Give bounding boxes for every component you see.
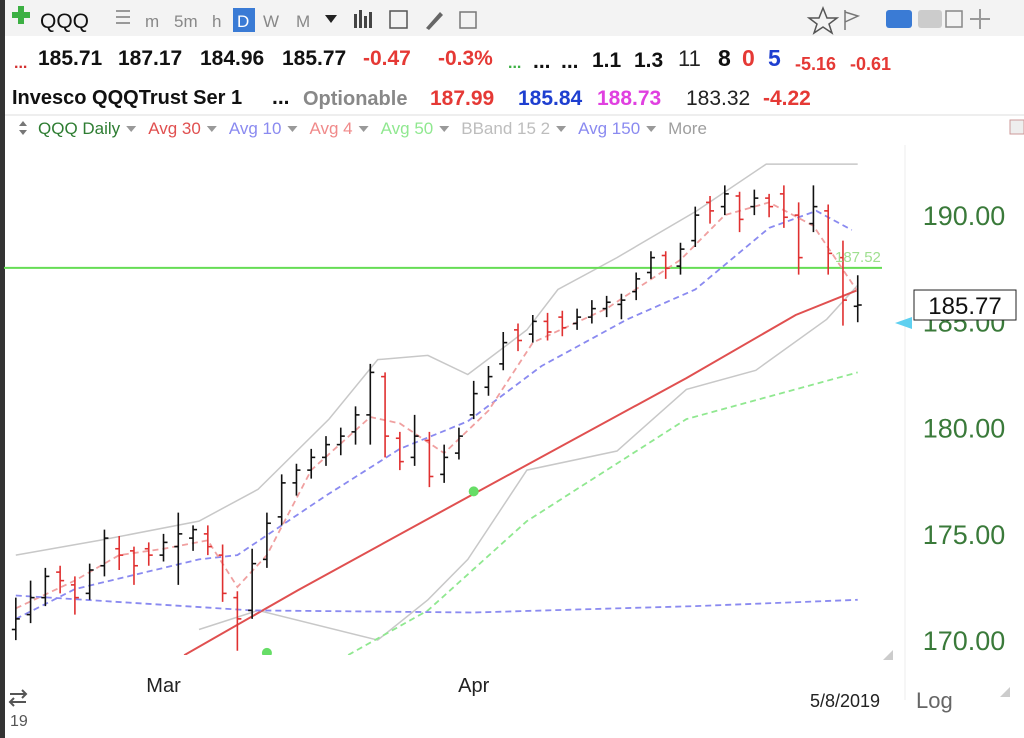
corner-label: 19 [10, 713, 28, 730]
legend-item[interactable]: Avg 10 [229, 119, 282, 138]
moving-average [183, 289, 859, 655]
resize-grip[interactable] [1000, 687, 1010, 697]
bollinger-band [198, 284, 859, 641]
field: 5 [768, 45, 781, 71]
legend-item[interactable]: Avg 30 [148, 119, 201, 138]
star-icon[interactable] [806, 5, 840, 35]
bollinger-band [15, 163, 858, 556]
y-tick-label: 180.00 [923, 414, 1006, 444]
change: -0.47 [363, 47, 411, 70]
info-value: 187.99 [430, 87, 494, 110]
symbol[interactable]: QQQ [40, 10, 89, 33]
info-value: 185.84 [518, 87, 583, 110]
interval[interactable]: D [237, 12, 249, 31]
legend-item[interactable]: QQQ Daily [38, 119, 121, 138]
field: 1.3 [634, 49, 663, 72]
rt-icon[interactable] [862, 10, 882, 28]
low: 184.96 [200, 47, 264, 70]
legend-item[interactable]: More [668, 119, 707, 138]
signal-dot [261, 647, 272, 655]
legend-handle[interactable] [19, 121, 27, 135]
s-button[interactable] [886, 10, 912, 28]
field: 0 [742, 45, 755, 71]
optionable: Optionable [303, 88, 407, 110]
price-label: 185.77 [928, 293, 1001, 320]
field: 11 [678, 46, 701, 71]
price-box [913, 289, 1017, 321]
interval[interactable]: h [212, 12, 221, 31]
legend-dropdown[interactable] [287, 126, 298, 132]
x-tick-label: Apr [458, 675, 489, 697]
last: 185.77 [282, 47, 346, 70]
legend-dropdown[interactable] [646, 126, 657, 132]
marker: ... [508, 55, 521, 72]
t-button[interactable] [918, 10, 942, 28]
security-name: Invesco QQQTrust Ser 1 [12, 87, 242, 109]
moving-average [15, 209, 853, 620]
interval[interactable]: 5m [174, 12, 198, 31]
high: 187.17 [118, 47, 182, 70]
x-tick-label: Mar [146, 675, 181, 697]
y-tick-label: 170.00 [923, 626, 1006, 656]
dropdown[interactable] [325, 15, 337, 23]
legend-dropdown[interactable] [126, 126, 137, 132]
change-pct: -0.3% [438, 47, 493, 70]
marker: ... [14, 55, 27, 72]
corner-icon[interactable] [1009, 119, 1024, 135]
interval[interactable]: M [296, 12, 310, 31]
sync-icon[interactable] [8, 689, 28, 707]
draw-icon[interactable] [426, 12, 443, 30]
horizontal-line-label: 187.52 [835, 249, 881, 266]
note-icon[interactable] [459, 11, 477, 29]
dots: ... [272, 86, 290, 109]
add-button[interactable] [12, 6, 30, 24]
list-icon[interactable] [116, 10, 130, 24]
field: 1.1 [592, 49, 622, 72]
signal-dot [468, 486, 479, 497]
legend-dropdown[interactable] [358, 126, 369, 132]
y-tick-label: 175.00 [923, 520, 1006, 550]
legend: QQQ Daily Avg 30 Avg 10 Avg 4 Avg 50 BBand 15… [38, 119, 707, 138]
info-value: -4.22 [763, 87, 811, 110]
marker: ... [533, 50, 551, 73]
moving-average [15, 594, 858, 614]
info-value: 183.32 [686, 87, 750, 110]
price-pointer [895, 317, 912, 329]
left-border [0, 0, 5, 738]
save-icon[interactable] [945, 10, 963, 28]
scale-toggle[interactable]: Log [916, 688, 953, 713]
legend-item[interactable]: BBand 15 2 [461, 119, 550, 138]
extra: -0.61 [850, 54, 891, 74]
date-label: 5/8/2019 [810, 691, 880, 711]
marker: ... [561, 50, 579, 73]
legend-dropdown[interactable] [206, 126, 217, 132]
legend-item[interactable]: Avg 150 [578, 119, 640, 138]
legend-dropdown[interactable] [556, 126, 567, 132]
y-tick-label: 190.00 [923, 201, 1006, 231]
resize-grip[interactable] [883, 650, 893, 660]
extra: -5.16 [795, 54, 836, 74]
series [4, 163, 882, 655]
legend-dropdown[interactable] [439, 126, 450, 132]
grid-icon[interactable] [389, 10, 408, 29]
legend-item[interactable]: Avg 50 [381, 119, 434, 138]
info-value: 188.73 [597, 87, 661, 110]
legend-item[interactable]: Avg 4 [309, 119, 352, 138]
flag-icon[interactable] [844, 10, 861, 30]
interval[interactable]: m [145, 12, 159, 31]
interval-selected [233, 8, 255, 32]
open: 185.71 [38, 47, 103, 70]
moving-average [347, 371, 858, 655]
interval[interactable]: W [263, 12, 279, 31]
move-icon[interactable] [970, 9, 990, 29]
field: 8 [718, 45, 731, 71]
chart-type-icon[interactable] [354, 10, 372, 28]
